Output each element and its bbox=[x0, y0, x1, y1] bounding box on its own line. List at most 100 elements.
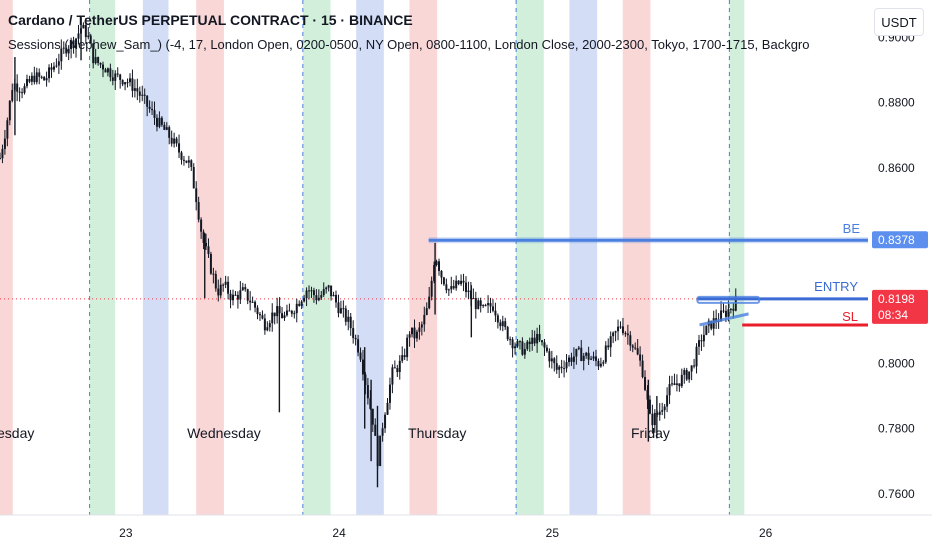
candle-body-48 bbox=[116, 73, 119, 75]
y-tick-label-3: 0.8000 bbox=[878, 356, 915, 370]
candle-body-228 bbox=[558, 366, 561, 370]
candle-body-19 bbox=[45, 78, 48, 81]
candle-body-108 bbox=[263, 318, 266, 331]
candle-body-158 bbox=[386, 402, 389, 415]
candle-body-274 bbox=[671, 383, 674, 385]
candle-body-277 bbox=[678, 383, 681, 387]
candle-body-264 bbox=[646, 389, 649, 400]
candle-body-110 bbox=[268, 323, 271, 328]
candle-body-136 bbox=[332, 294, 335, 297]
candle-body-174 bbox=[425, 308, 428, 315]
indicator-legend[interactable]: Sessions (Nephew_Sam_) (-4, 17, London O… bbox=[8, 37, 810, 52]
candle-body-23 bbox=[55, 65, 58, 67]
candle-body-203 bbox=[496, 315, 499, 323]
x-tick-label-3: 26 bbox=[759, 526, 773, 540]
candle-body-60 bbox=[146, 95, 149, 107]
candle-body-38 bbox=[92, 43, 95, 64]
candle-body-144 bbox=[352, 328, 355, 339]
candle-body-132 bbox=[322, 289, 325, 296]
candle-body-166 bbox=[406, 337, 409, 358]
candle-body-31 bbox=[75, 38, 78, 48]
candle-body-189 bbox=[462, 280, 465, 283]
candle-body-131 bbox=[320, 295, 323, 298]
candle-body-98 bbox=[239, 290, 242, 300]
candle-body-161 bbox=[393, 367, 396, 369]
candle-body-93 bbox=[227, 281, 230, 294]
candle-body-85 bbox=[207, 246, 210, 254]
candle-body-241 bbox=[590, 358, 593, 360]
candle-body-218 bbox=[533, 337, 536, 344]
candle-body-80 bbox=[195, 188, 198, 203]
candle-body-75 bbox=[182, 159, 185, 161]
symbol-title: Cardano / TetherUS PERPETUAL CONTRACT · … bbox=[8, 12, 413, 28]
candle-body-76 bbox=[185, 160, 188, 163]
candle-body-81 bbox=[197, 202, 200, 220]
x-tick-label-2: 25 bbox=[546, 526, 560, 540]
candle-body-246 bbox=[602, 362, 605, 364]
candle-body-211 bbox=[516, 341, 519, 347]
candle-body-115 bbox=[281, 313, 284, 318]
candle-body-14 bbox=[33, 75, 36, 83]
candle-body-21 bbox=[50, 67, 53, 70]
candle-body-165 bbox=[403, 355, 406, 358]
candle-body-235 bbox=[575, 349, 578, 357]
candle-body-206 bbox=[504, 321, 507, 328]
candle-body-142 bbox=[347, 316, 350, 322]
candle-body-52 bbox=[126, 82, 129, 84]
candle-body-199 bbox=[487, 303, 490, 306]
candle-body-258 bbox=[631, 345, 634, 348]
candle-body-217 bbox=[531, 337, 534, 345]
sl-label: SL bbox=[842, 309, 858, 324]
candle-body-259 bbox=[634, 347, 637, 349]
candle-body-251 bbox=[614, 331, 617, 333]
candle-body-4 bbox=[8, 100, 11, 121]
candle-body-107 bbox=[261, 315, 264, 319]
candle-body-188 bbox=[460, 280, 463, 285]
session-band-ny_open-7 bbox=[516, 0, 544, 515]
candle-body-47 bbox=[114, 73, 117, 81]
candle-body-247 bbox=[604, 345, 607, 363]
session-band-london_open-9 bbox=[622, 0, 651, 515]
currency-button[interactable]: USDT bbox=[874, 8, 924, 36]
candle-body-106 bbox=[258, 314, 261, 316]
candle-body-124 bbox=[303, 298, 306, 302]
candle-body-119 bbox=[290, 311, 293, 314]
candle-body-95 bbox=[231, 294, 234, 301]
candle-body-36 bbox=[87, 35, 90, 38]
candle-body-266 bbox=[651, 413, 654, 426]
candle-body-128 bbox=[312, 290, 315, 296]
candle-body-35 bbox=[84, 24, 87, 38]
candle-body-291 bbox=[712, 318, 715, 329]
y-tick-label-1: 0.8800 bbox=[878, 96, 915, 110]
candle-body-157 bbox=[384, 414, 387, 429]
candle-body-39 bbox=[94, 57, 97, 64]
candle-body-155 bbox=[379, 435, 382, 466]
candle-body-169 bbox=[413, 327, 416, 339]
candle-body-147 bbox=[359, 352, 362, 360]
candle-body-180 bbox=[440, 271, 443, 278]
candle-body-18 bbox=[43, 76, 46, 81]
candle-body-50 bbox=[121, 79, 124, 85]
be-label: BE bbox=[843, 221, 861, 236]
candle-body-59 bbox=[143, 94, 146, 96]
candle-body-272 bbox=[666, 395, 669, 407]
candle-body-170 bbox=[415, 331, 418, 339]
candle-body-5 bbox=[11, 90, 14, 101]
candle-body-234 bbox=[572, 356, 575, 362]
candle-body-7 bbox=[16, 83, 19, 92]
candle-body-27 bbox=[65, 47, 68, 54]
candle-body-126 bbox=[308, 290, 311, 292]
price-axis-bg bbox=[868, 0, 932, 550]
candle-body-288 bbox=[705, 325, 708, 335]
candle-body-207 bbox=[506, 327, 509, 340]
candle-body-11 bbox=[25, 79, 28, 87]
candle-body-244 bbox=[597, 360, 600, 367]
candle-body-260 bbox=[636, 348, 639, 355]
candle-body-153 bbox=[374, 424, 377, 436]
candle-body-205 bbox=[501, 321, 504, 327]
y-tick-label-4: 0.7800 bbox=[878, 422, 915, 436]
candle-body-66 bbox=[160, 117, 163, 125]
candle-body-112 bbox=[273, 312, 276, 317]
